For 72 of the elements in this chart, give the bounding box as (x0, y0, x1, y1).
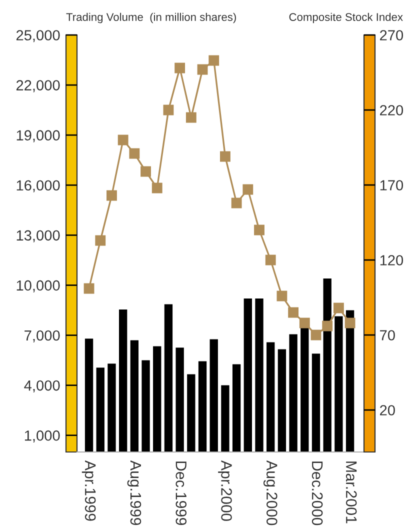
point (265, 254, 276, 266)
x-tick-label: Aug.1999 (127, 460, 142, 526)
point (95, 235, 106, 246)
y-tick-label: 19,000 (16, 130, 60, 142)
bar (266, 342, 275, 452)
y2-tick-label: 20 (380, 405, 395, 416)
y-tick-label: 16,000 (16, 180, 60, 192)
point (310, 330, 322, 340)
x-tick-label: Dec.1999 (176, 462, 187, 526)
point (344, 318, 356, 328)
y-axis-title: Trading Volume (in million shares) (66, 12, 236, 24)
bar (312, 354, 320, 452)
point (129, 148, 140, 159)
point (220, 151, 230, 162)
point (186, 112, 196, 123)
bar (255, 298, 264, 452)
bar (210, 339, 218, 452)
y2-tick-label: 170 (380, 180, 404, 190)
bar (176, 348, 184, 452)
point (299, 318, 310, 328)
y-tick-label: 7,000 (24, 330, 60, 342)
bar (118, 310, 128, 452)
x-tick-label: Apr.1999 (82, 460, 96, 521)
bar (334, 316, 343, 452)
y2-axis-title: Composite Stock Index (289, 12, 403, 24)
y2-tick-label: 70 (380, 330, 395, 340)
y-tick-label: 22,000 (16, 80, 60, 92)
bar (187, 374, 196, 452)
y2-tick-label: 120 (380, 255, 404, 266)
bar (198, 361, 207, 452)
point (333, 302, 344, 314)
point (208, 55, 220, 66)
point (231, 198, 242, 208)
point (242, 184, 254, 195)
point (254, 224, 264, 236)
bar (96, 368, 104, 452)
y2-tick-label: 220 (380, 105, 404, 116)
point (152, 182, 162, 194)
point (322, 320, 333, 332)
y-tick-label: 1,000 (24, 430, 60, 442)
y-tick-label: 10,000 (16, 280, 60, 292)
bar (346, 310, 354, 452)
bar (300, 328, 309, 452)
point (163, 104, 174, 116)
bar (164, 304, 173, 452)
point (174, 62, 186, 74)
y-tick-label: 25,000 (16, 30, 60, 42)
y-tick-label: 13,000 (16, 230, 60, 242)
bar (232, 364, 241, 452)
x-tick-label: Apr.2000 (218, 460, 232, 521)
point (118, 134, 128, 146)
point (276, 290, 288, 302)
point (140, 166, 151, 177)
bar (221, 385, 230, 452)
bar (244, 298, 252, 452)
y2-tick-label: 270 (380, 30, 404, 40)
point (84, 283, 94, 294)
bar (130, 340, 139, 452)
bar (289, 334, 298, 452)
x-tick-label: Mar.2001 (346, 462, 357, 524)
bar (323, 278, 332, 452)
point (106, 190, 117, 201)
point (197, 64, 208, 75)
bar (278, 349, 286, 452)
x-tick-label: Aug.2000 (263, 460, 278, 526)
x-tick-label: Dec.2000 (312, 462, 323, 526)
bar (142, 360, 150, 452)
bar (108, 364, 116, 452)
bar (153, 346, 162, 452)
y-tick-label: 4,000 (24, 380, 60, 392)
point (288, 307, 299, 318)
bar (84, 338, 94, 452)
